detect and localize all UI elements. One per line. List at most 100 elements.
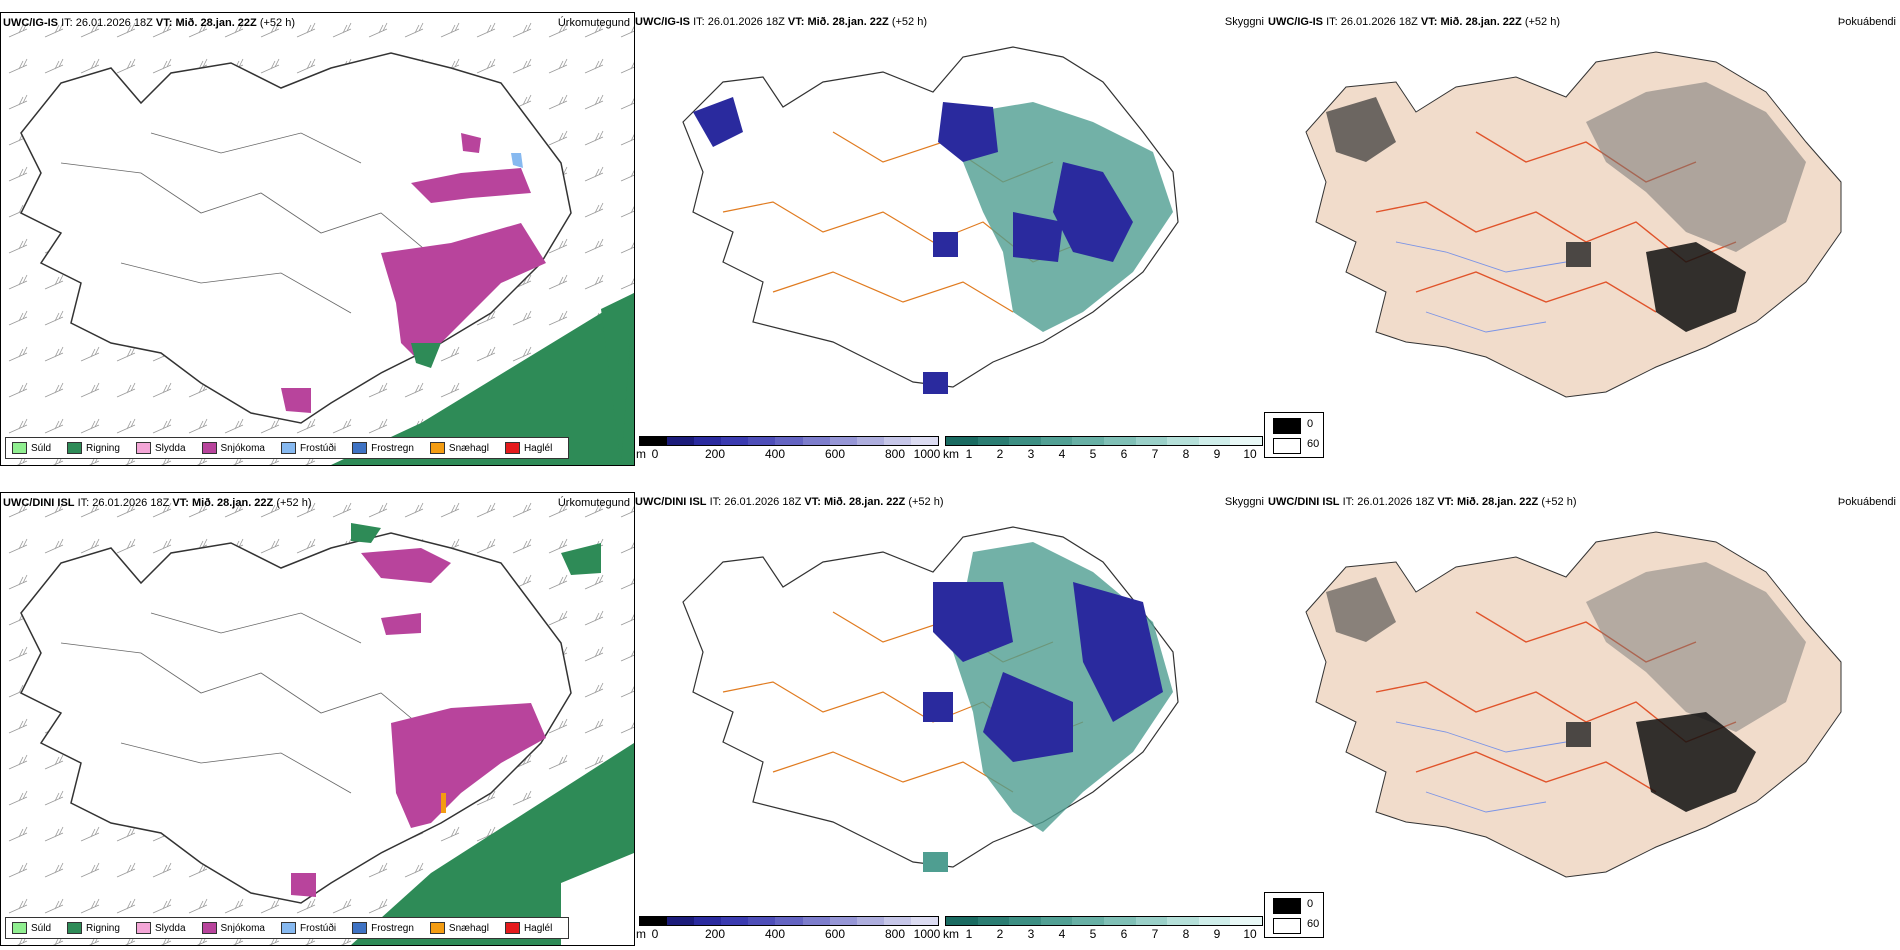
tick-label: 0 [651,447,659,461]
legend-swatch [352,442,368,454]
tick-label: 1 [965,447,973,461]
precip-legend: Súld Rigning Slydda Snjókoma Frostúði Fr… [5,917,570,939]
legend-item: Haglél [504,922,552,934]
legend-item: Snæhagl [429,922,489,934]
tick-label: 400 [764,447,786,461]
legend-swatch [67,922,83,934]
cloud-base-colorbar: m 0 200 400 600 800 1000 [636,436,940,461]
tick-label: 1 [965,927,973,941]
cloud-base-colorbar: m 0 200 400 600 800 1000 [636,916,941,941]
tick-label: 800 [884,927,906,941]
legend-item: Súld [12,922,51,934]
legend-swatch [67,442,83,454]
visibility-colorbar: km 1 2 3 4 5 6 7 8 9 10 [943,436,1263,461]
legend-item: Snjókoma [201,442,265,454]
legend-swatch [201,442,217,454]
legend-item: Slydda [135,442,186,454]
panel-title: Þokuábendi [1837,496,1896,508]
colorbar-ticks: km 1 2 3 4 5 6 7 8 9 10 [943,446,1263,461]
tick-label: 8 [1182,447,1190,461]
legend-item: Frostregn [352,922,414,934]
panel-header: UWC/IG-IS IT: 26.01.2026 18Z VT: Mið. 28… [1268,16,1560,28]
colorbar-ticks: m 0 200 400 600 800 1000 [636,926,941,941]
tick-label: 200 [704,447,726,461]
panel-header: UWC/DINI ISL IT: 26.01.2026 18Z VT: Mið.… [1268,496,1577,508]
legend-swatch [504,442,520,454]
colorbar-unit: km [943,927,959,941]
panel-header: UWC/DINI ISL IT: 26.01.2026 18Z VT: Mið.… [3,497,312,509]
precip-type-map [1,13,634,465]
panel-header: UWC/IG-IS IT: 26.01.2026 18Z VT: Mið. 28… [3,17,295,29]
fog-panel-row1: UWC/IG-IS IT: 26.01.2026 18Z VT: Mið. 28… [1266,12,1900,412]
legend-swatch [201,922,217,934]
fog-swatch-0 [1273,898,1301,914]
tick-label: 800 [884,447,906,461]
colorbar-gradient [639,916,939,926]
fog-map [1305,51,1842,398]
fog-swatch-60 [1273,918,1301,934]
colorbar-gradient [945,436,1263,446]
colorbar-gradient [945,916,1263,926]
legend-swatch [280,922,296,934]
tick-label: 0 [651,927,659,941]
fog-map [1305,531,1842,878]
precip-type-map [1,493,634,945]
legend-swatch [12,922,27,934]
colorbar-ticks: m 0 200 400 600 800 1000 [636,446,940,461]
tick-label: 5 [1089,927,1097,941]
visibility-colorbar: km 1 2 3 4 5 6 7 8 9 10 [943,916,1263,941]
tick-label: 600 [824,447,846,461]
colorbar-unit: m [636,927,646,941]
legend-item: Snjókoma [201,922,265,934]
legend-swatch [352,922,368,934]
tick-label: 10 [1243,927,1257,941]
tick-label: 6 [1120,927,1128,941]
colorbar-unit: km [943,447,959,461]
legend-item: Frostregn [352,442,414,454]
precip-legend: Súld Rigning Slydda Snjókoma Frostúði Fr… [5,437,570,459]
tick-label: 2 [996,927,1004,941]
legend-item: Rigning [67,922,120,934]
tick-label: 8 [1182,927,1190,941]
colorbar-ticks: km 1 2 3 4 5 6 7 8 9 10 [943,926,1263,941]
panel-title: Þokuábendi [1837,16,1896,28]
legend-item: Haglél [504,442,552,454]
tick-label: 4 [1058,447,1066,461]
precip-type-panel-row1: UWC/IG-IS IT: 26.01.2026 18Z VT: Mið. 28… [0,12,635,466]
fog-scale-legend: 0 60 [1264,412,1324,458]
tick-label: 3 [1027,927,1035,941]
tick-label: 9 [1213,447,1221,461]
fog-panel-row2: UWC/DINI ISL IT: 26.01.2026 18Z VT: Mið.… [1266,492,1900,892]
cloud-visibility-panel-row2: UWC/DINI ISL IT: 26.01.2026 18Z VT: Mið.… [633,492,1268,944]
fog-swatch-0 [1273,418,1301,434]
tick-label: 10 [1243,447,1257,461]
legend-item: Snæhagl [429,442,489,454]
tick-label: 3 [1027,447,1035,461]
legend-item: Súld [12,442,51,454]
panel-title: Úrkomutegund [557,17,630,29]
fog-scale-legend: 0 60 [1264,892,1324,938]
legend-swatch [135,442,151,454]
tick-label: 4 [1058,927,1066,941]
panel-title: Skyggni [1224,16,1264,28]
cloud-visibility-map [682,46,1179,394]
tick-label: 600 [824,927,846,941]
legend-item: Rigning [67,442,120,454]
panel-header: UWC/IG-IS IT: 26.01.2026 18Z VT: Mið. 28… [635,16,927,28]
tick-label: 1000 [913,927,941,941]
panel-header: UWC/DINI ISL IT: 26.01.2026 18Z VT: Mið.… [635,496,944,508]
tick-label: 2 [996,447,1004,461]
legend-swatch [135,922,151,934]
colorbar-gradient [639,436,939,446]
fog-swatch-60 [1273,438,1301,454]
panel-title: Skyggni [1224,496,1264,508]
tick-label: 9 [1213,927,1221,941]
legend-swatch [504,922,520,934]
legend-swatch [280,442,296,454]
legend-swatch [429,922,445,934]
tick-label: 200 [704,927,726,941]
cloud-visibility-panel-row1: UWC/IG-IS IT: 26.01.2026 18Z VT: Mið. 28… [633,12,1268,464]
legend-item: Slydda [135,922,186,934]
legend-swatch [429,442,445,454]
legend-swatch [12,442,27,454]
